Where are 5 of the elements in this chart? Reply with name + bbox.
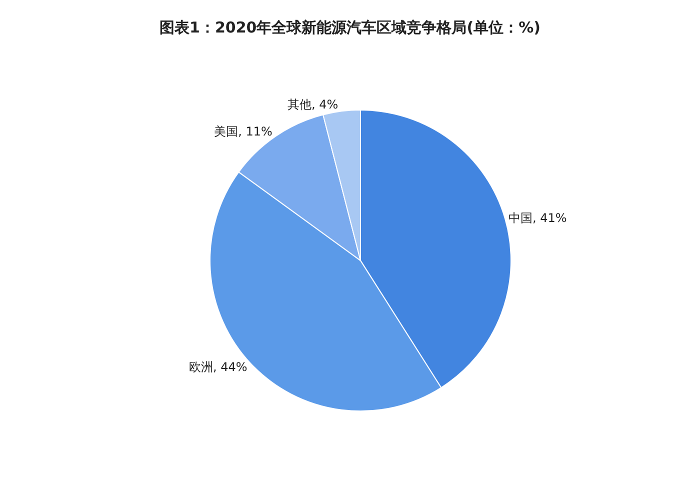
slice-label: 欧洲, 44% — [188, 360, 248, 374]
slice-label: 其他, 4% — [287, 97, 338, 112]
slice-label: 美国, 11% — [214, 124, 272, 138]
chart-title: 图表1：2020年全球新能源汽车区域竞争格局(单位：%) — [160, 18, 540, 36]
slice-label: 中国, 41% — [508, 211, 567, 226]
